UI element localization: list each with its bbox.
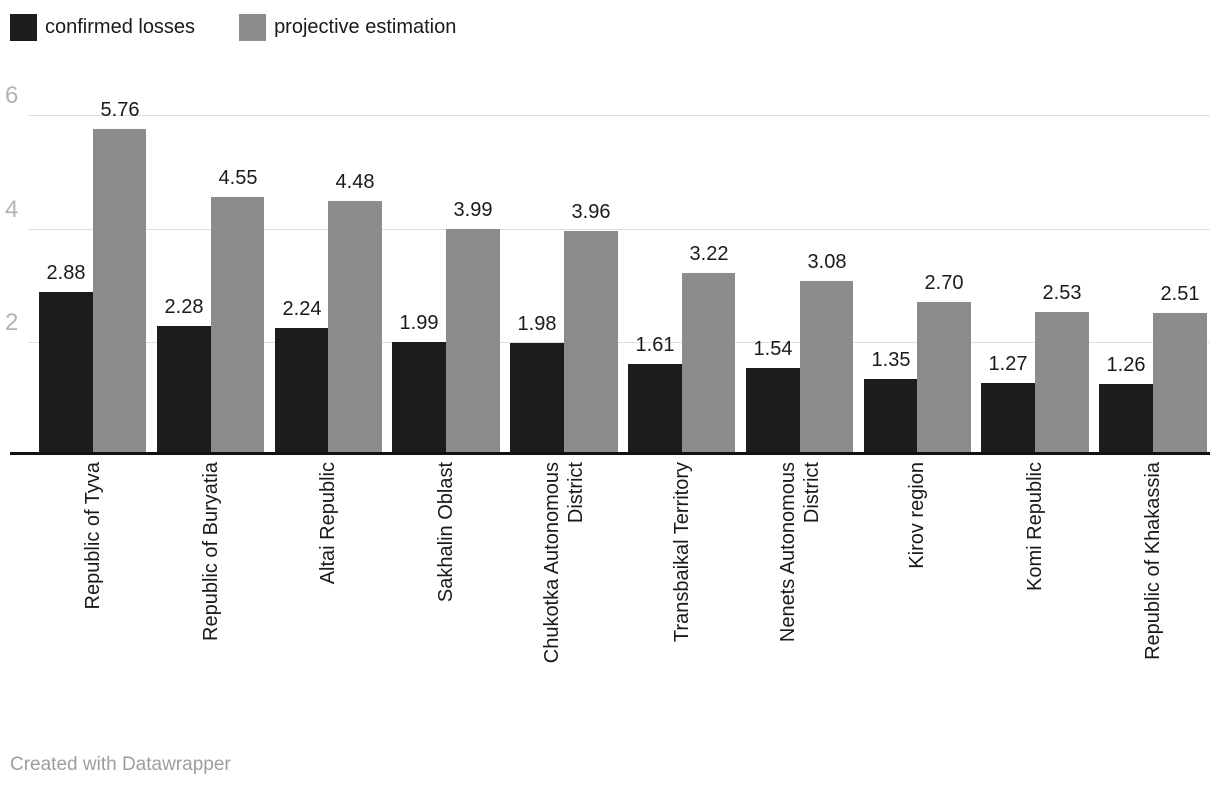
legend-label-confirmed-losses: confirmed losses [45, 16, 196, 38]
bar-value-label: 3.22 [689, 243, 729, 265]
bar-projective-estimation[interactable] [93, 129, 146, 455]
x-axis-category-label: Kirov region [905, 462, 929, 762]
bar-projective-estimation[interactable] [1035, 312, 1089, 455]
bar-confirmed-losses[interactable] [1099, 384, 1153, 455]
bar-projective-estimation[interactable] [682, 273, 735, 455]
category-label-line: Republic of Khakassia [1142, 462, 1164, 660]
category-label-line: Republic of Tyva [82, 462, 104, 610]
bar-confirmed-losses[interactable] [981, 383, 1035, 455]
category-label-line: Altai Republic [317, 462, 339, 585]
bar-confirmed-losses[interactable] [275, 328, 328, 455]
category-label-line: Chukotka Autonomous [541, 462, 563, 664]
x-axis-category-label: Chukotka Autonomous District [540, 462, 588, 762]
bar-value-label: 1.98 [517, 313, 557, 335]
category-label-line: Kirov region [906, 462, 928, 569]
bar-value-label: 1.27 [988, 353, 1028, 375]
chart-footer: Created with Datawrapper [10, 754, 231, 776]
bar-confirmed-losses[interactable] [864, 379, 917, 455]
bar-projective-estimation[interactable] [446, 229, 500, 455]
y-axis-tick-2: 2 [5, 309, 19, 336]
bar-confirmed-losses[interactable] [628, 364, 682, 455]
bar-value-label: 3.08 [807, 251, 847, 273]
bar-value-label: 1.35 [871, 349, 911, 371]
bar-value-label: 2.51 [1160, 283, 1200, 305]
bar-confirmed-losses[interactable] [392, 342, 446, 455]
legend: confirmed losses projective estimation [10, 14, 456, 41]
bar-value-label: 3.96 [571, 201, 611, 223]
x-axis-category-label: Republic of Khakassia [1141, 462, 1165, 762]
bar-value-label: 2.70 [924, 272, 964, 294]
category-label-line: District [565, 462, 587, 524]
x-axis-category-label: Republic of Buryatia [199, 462, 223, 762]
bar-projective-estimation[interactable] [1153, 313, 1207, 455]
legend-label-projective-estimation: projective estimation [274, 16, 457, 38]
x-axis-category-label: Nenets Autonomous District [776, 462, 824, 762]
bar-projective-estimation[interactable] [800, 281, 853, 455]
bar-value-label: 2.28 [164, 296, 204, 318]
bar-confirmed-losses[interactable] [510, 343, 564, 455]
x-axis-category-label: Komi Republic [1023, 462, 1047, 762]
x-axis-baseline [10, 452, 1210, 455]
bar-value-label: 1.61 [635, 334, 675, 356]
datawrapper-credit-link[interactable]: Created with Datawrapper [10, 754, 231, 775]
legend-item-confirmed-losses: confirmed losses [10, 14, 195, 41]
bar-value-label: 5.76 [100, 99, 140, 121]
y-gridline-4 [28, 229, 1210, 230]
category-label-line: Komi Republic [1024, 462, 1046, 591]
bar-value-label: 2.53 [1042, 282, 1082, 304]
category-label-line: Republic of Buryatia [200, 462, 222, 641]
bar-value-label: 3.99 [453, 199, 493, 221]
bar-value-label: 4.48 [335, 171, 375, 193]
bar-projective-estimation[interactable] [328, 201, 382, 455]
legend-swatch-confirmed-losses [10, 14, 37, 41]
bar-value-label: 1.99 [399, 312, 439, 334]
category-label-line: Nenets Autonomous [777, 462, 799, 643]
category-label-line: Sakhalin Oblast [435, 462, 457, 603]
y-axis-tick-4: 4 [5, 196, 19, 223]
y-gridline-6 [28, 115, 1210, 116]
bar-value-label: 1.26 [1106, 354, 1146, 376]
bar-value-label: 1.54 [753, 338, 793, 360]
category-label-line: Transbaikal Territory [671, 462, 693, 643]
x-axis-category-label: Sakhalin Oblast [434, 462, 458, 762]
bar-value-label: 4.55 [218, 167, 258, 189]
bar-value-label: 2.24 [282, 298, 322, 320]
bar-confirmed-losses[interactable] [39, 292, 93, 455]
bar-projective-estimation[interactable] [564, 231, 618, 455]
bar-confirmed-losses[interactable] [746, 368, 800, 455]
bar-confirmed-losses[interactable] [157, 326, 211, 455]
y-axis-tick-6: 6 [5, 82, 19, 109]
x-axis-category-label: Altai Republic [316, 462, 340, 762]
legend-swatch-projective-estimation [239, 14, 267, 41]
x-axis-category-label: Republic of Tyva [81, 462, 105, 762]
legend-item-projective-estimation: projective estimation [239, 14, 456, 41]
x-axis-category-label: Transbaikal Territory [670, 462, 694, 762]
bar-projective-estimation[interactable] [917, 302, 971, 455]
bar-value-label: 2.88 [46, 262, 86, 284]
bar-projective-estimation[interactable] [211, 197, 264, 455]
category-label-line: District [801, 462, 823, 524]
y-gridline-2 [28, 342, 1210, 343]
